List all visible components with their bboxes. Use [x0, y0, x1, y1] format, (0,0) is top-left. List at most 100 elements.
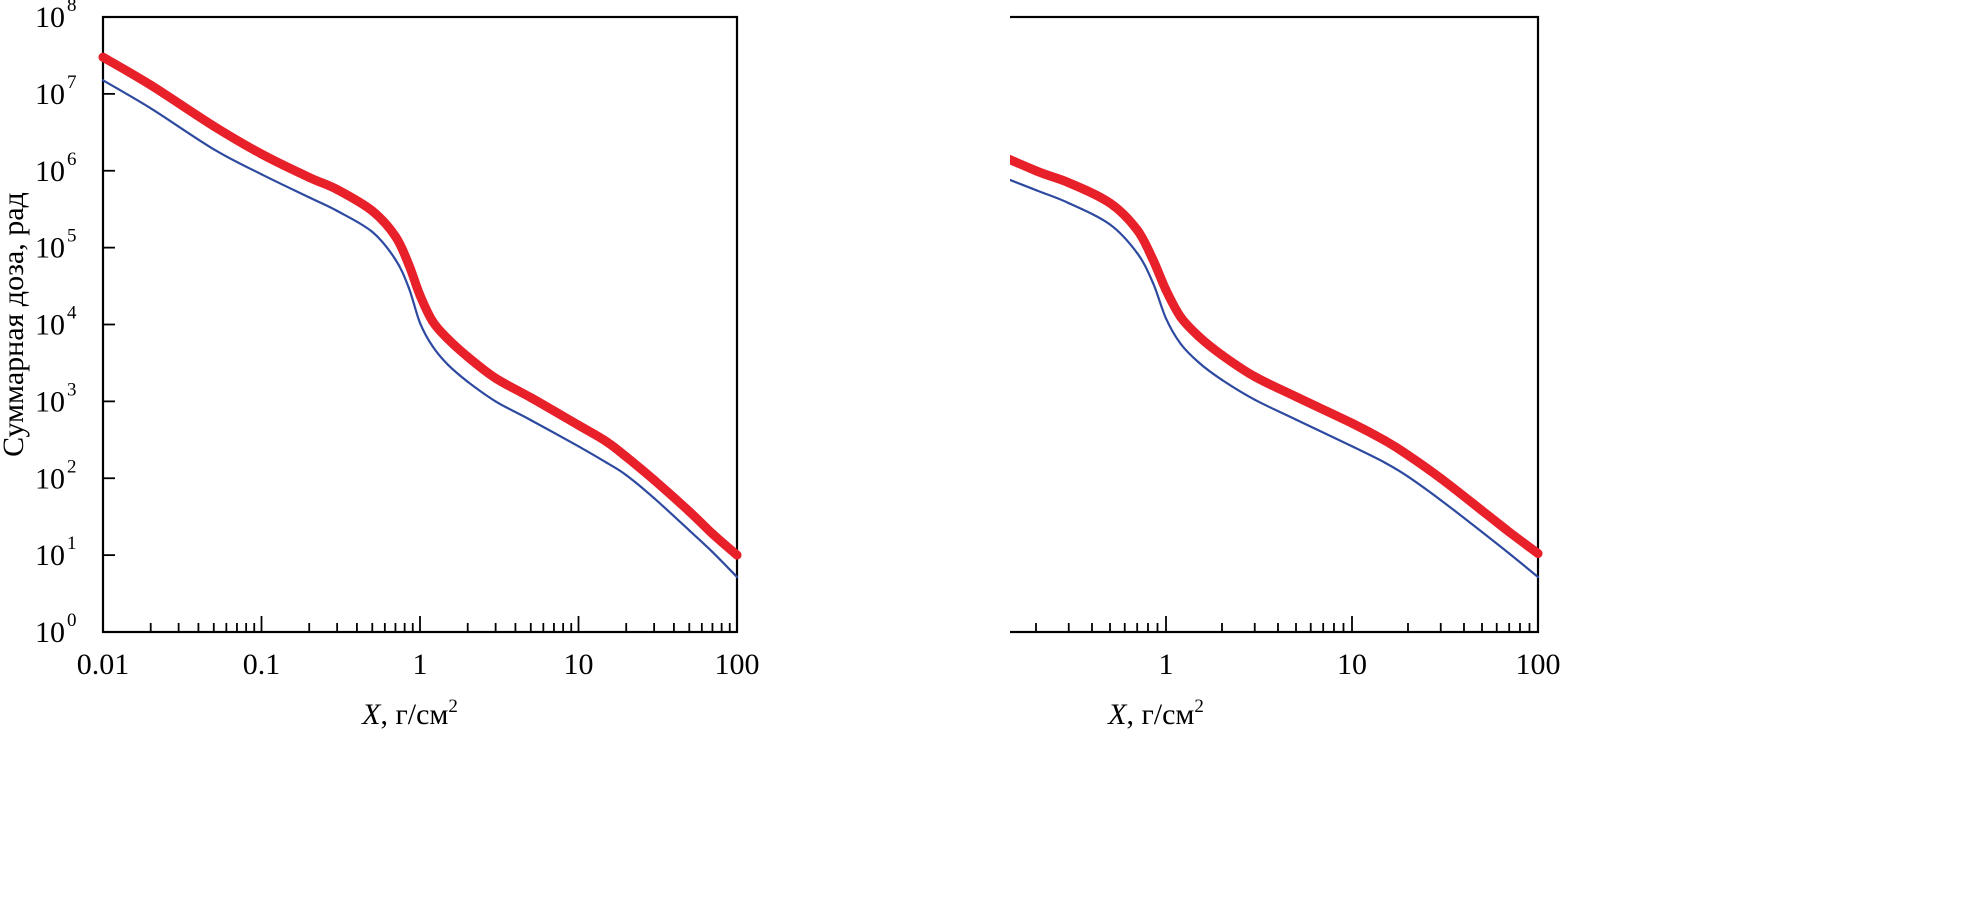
y-tick-exponent: 0 — [67, 610, 77, 631]
data-point — [101, 79, 105, 82]
data-point — [1105, 198, 1115, 208]
data-point — [367, 206, 377, 216]
data-point — [443, 334, 453, 344]
x-tick-label: 10 — [1337, 648, 1367, 681]
data-point — [304, 172, 314, 182]
y-tick-exponent: 8 — [67, 0, 77, 16]
y-tick-base: 10 — [35, 1, 65, 34]
x-axis-unit-exponent: 2 — [1194, 696, 1204, 717]
data-point — [260, 173, 263, 176]
data-point — [1480, 530, 1484, 534]
series-path — [101, 79, 739, 579]
y-tick-base: 10 — [35, 78, 65, 111]
y-tick-label: 10 3 — [35, 379, 77, 418]
data-point — [394, 258, 397, 261]
data-point — [98, 52, 108, 62]
y-tick-label: 10 6 — [35, 149, 77, 188]
data-point — [1291, 392, 1301, 402]
x-axis-title: X, г/см2 — [1107, 696, 1204, 731]
data-point — [649, 475, 659, 485]
x-axis-unit-exponent: 2 — [448, 696, 458, 717]
y-tick-base: 10 — [35, 539, 65, 572]
data-point — [431, 345, 434, 348]
y-tick-exponent: 3 — [67, 379, 77, 400]
data-point — [491, 373, 501, 383]
data-point — [1148, 255, 1158, 264]
data-point — [1031, 166, 1041, 176]
data-point — [707, 529, 717, 539]
data-point — [1436, 473, 1446, 483]
y-tick-exponent: 1 — [67, 533, 77, 554]
data-point — [625, 474, 628, 477]
data-point — [446, 363, 449, 366]
data-point — [149, 107, 152, 110]
data-point — [1504, 527, 1514, 537]
x-axis-variable: X — [361, 698, 382, 731]
data-point — [711, 550, 714, 554]
data-point — [526, 393, 536, 403]
chart-right: 0.010.1110100100101102103104105106107108… — [1010, 0, 1977, 910]
data-point — [1108, 223, 1112, 226]
series-line-1 — [1010, 154, 1543, 558]
data-point — [1067, 202, 1070, 205]
data-point — [735, 575, 739, 579]
y-tick-exponent: 6 — [67, 149, 77, 170]
data-point — [1197, 361, 1200, 364]
data-point — [494, 400, 497, 403]
data-point — [1347, 418, 1357, 428]
data-point — [1383, 461, 1386, 464]
y-tick-base: 10 — [35, 462, 65, 495]
plot-frame — [1010, 15, 1540, 634]
y-tick-label: 10 1 — [35, 533, 77, 572]
x-tick-label: 10 — [564, 648, 594, 681]
data-point — [1164, 317, 1168, 320]
data-point — [1477, 506, 1487, 516]
data-point — [577, 445, 580, 448]
y-tick-label: 10 0 — [35, 610, 77, 649]
data-point — [415, 290, 425, 300]
data-point — [1176, 312, 1186, 322]
data-point — [1136, 252, 1139, 255]
data-point — [428, 316, 438, 326]
data-point — [146, 80, 156, 90]
y-tick-label: 10 7 — [35, 72, 77, 111]
data-point — [1439, 499, 1442, 502]
series-line-2 — [101, 79, 739, 579]
y-tick-label: 10 8 — [35, 0, 77, 34]
data-point — [1350, 445, 1354, 448]
data-point — [732, 550, 742, 560]
x-tick-label: 0.1 — [243, 648, 281, 681]
data-point — [1403, 450, 1413, 460]
series-path — [1010, 178, 1540, 579]
x-axis-unit: , г/см — [1126, 698, 1194, 731]
data-point — [1194, 331, 1204, 341]
data-point — [209, 121, 219, 131]
x-axis-unit: , г/см — [380, 698, 448, 731]
data-point — [1034, 189, 1038, 192]
data-point — [1508, 552, 1511, 555]
data-point — [463, 352, 473, 362]
x-axis-title: X, г/см2 — [361, 696, 458, 731]
y-tick-base: 10 — [35, 385, 65, 418]
data-point — [1064, 178, 1074, 188]
data-point — [1294, 418, 1298, 421]
chart-left: 0.01 0.1 1 10 100 10 0 10 1 10 2 10 3 10 4 10 5 10 6 10 7 10 8… — [0, 0, 988, 910]
chart-right-svg: 0.010.1110100100101102103104105106107108… — [1010, 15, 1561, 731]
data-point — [404, 260, 414, 270]
series-path — [1010, 154, 1543, 558]
data-point — [1253, 398, 1256, 401]
data-point — [308, 196, 311, 199]
data-point — [621, 452, 631, 462]
x-tick-label: 100 — [715, 648, 760, 681]
data-point — [257, 149, 266, 159]
data-point — [466, 380, 469, 383]
data-point — [1406, 475, 1410, 478]
data-point — [332, 185, 342, 194]
y-tick-label: 10 5 — [35, 226, 77, 265]
data-point — [407, 286, 410, 289]
x-tick-label: 1 — [1159, 648, 1174, 681]
series-line-1 — [98, 52, 742, 560]
data-point — [605, 461, 608, 464]
data-point — [1179, 342, 1182, 345]
